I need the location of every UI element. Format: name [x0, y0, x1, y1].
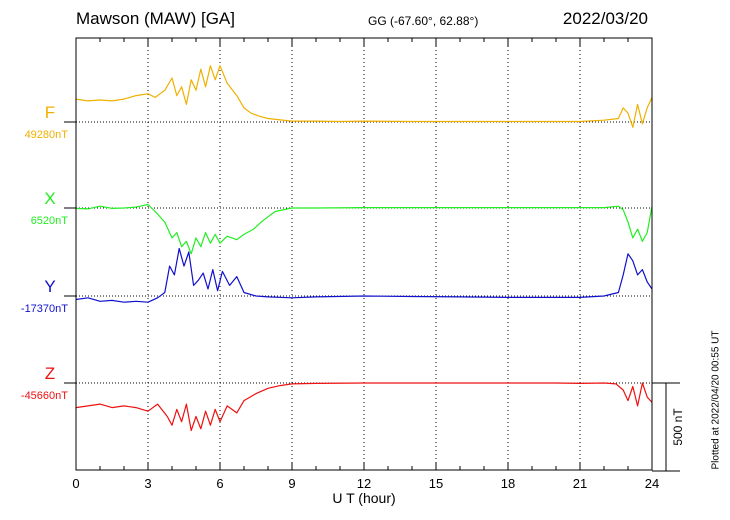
- x-tick-label: 21: [573, 476, 587, 491]
- component-traces: [75, 65, 653, 432]
- x-tick-label: 6: [216, 476, 223, 491]
- trace-F: [75, 65, 653, 128]
- plotted-timestamp: Plotted at 2022/04/20 00:55 UT: [710, 330, 722, 470]
- scale-bar-label: 500 nT: [671, 408, 685, 446]
- baseline-markers: [64, 121, 652, 384]
- x-tick-label: 0: [72, 476, 79, 491]
- x-tick-label: 18: [501, 476, 515, 491]
- component-name-Y: Y: [44, 277, 55, 296]
- x-axis-ticks: [75, 38, 653, 470]
- x-tick-label: 15: [429, 476, 443, 491]
- x-tick-label: 24: [645, 476, 659, 491]
- component-name-Z: Z: [45, 364, 55, 383]
- component-name-F: F: [45, 103, 55, 122]
- x-tick-label: 3: [144, 476, 151, 491]
- baseline-value-Z: -45660nT: [21, 390, 68, 402]
- station-title: Mawson (MAW) [GA]: [76, 9, 235, 28]
- geographic-coordinates: GG (-67.60°, 62.88°): [368, 14, 479, 28]
- trace-Y: [75, 247, 653, 303]
- component-name-X: X: [44, 189, 55, 208]
- baseline-value-F: 49280nT: [25, 129, 69, 141]
- plot-date: 2022/03/20: [562, 9, 648, 28]
- baseline-value-X: 6520nT: [31, 215, 69, 227]
- x-tick-label: 9: [288, 476, 295, 491]
- x-tick-label: 12: [357, 476, 371, 491]
- vertical-gridlines: [147, 38, 581, 470]
- component-labels: F 49280nT X 6520nT Y -17370nT Z -45660nT: [21, 103, 68, 402]
- scale-bar: 500 nT: [652, 382, 685, 472]
- x-axis-tick-labels: 0 3 6 9 12 15 18 21 24: [72, 476, 659, 491]
- x-axis-label: U T (hour): [332, 490, 395, 506]
- baseline-value-Y: -17370nT: [21, 303, 68, 315]
- trace-Z: [75, 382, 653, 432]
- trace-X: [75, 203, 653, 255]
